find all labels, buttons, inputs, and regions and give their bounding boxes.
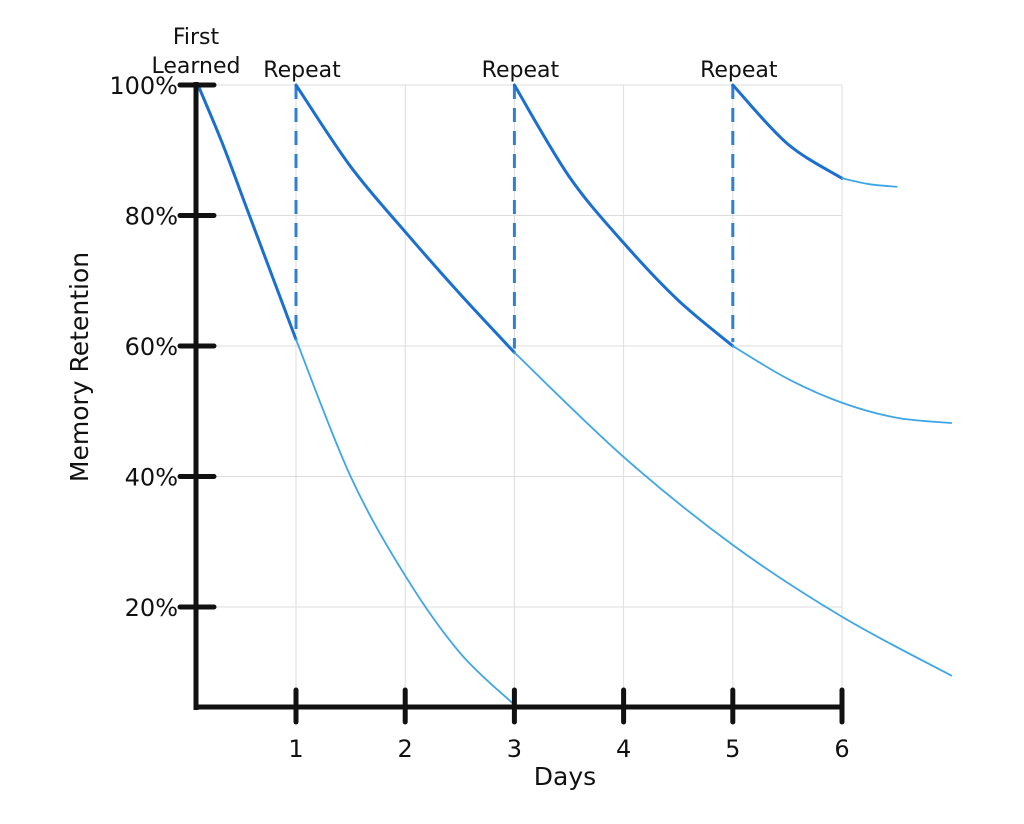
decay-curve: [295, 338, 516, 706]
x-tick-label: 4: [616, 735, 631, 763]
y-axis-label: Memory Retention: [65, 252, 94, 482]
x-tick-label: 2: [398, 735, 413, 763]
y-tick-label: 40%: [125, 464, 178, 492]
y-tick-label: 60%: [125, 333, 178, 361]
y-tick-label: 80%: [125, 203, 178, 231]
series-lines: [196, 83, 953, 706]
first-learned-label: Learned: [152, 54, 241, 79]
y-tick-label: 100%: [109, 72, 178, 100]
review-curve: [196, 83, 298, 341]
x-tick-label: 1: [288, 735, 303, 763]
decay-curve: [731, 345, 953, 424]
grid: [196, 84, 843, 707]
x-tick-label: 3: [507, 735, 522, 763]
repeat-label: Repeat: [700, 58, 778, 83]
tick-labels: 100% 80% 60% 40% 20% 1 2 3 4 5 6: [109, 72, 849, 763]
review-curve: [731, 83, 844, 180]
review-curve: [512, 83, 735, 348]
x-tick-label: 5: [725, 735, 740, 763]
repeat-label: Repeat: [263, 58, 341, 83]
repeat-label: Repeat: [482, 58, 560, 83]
repeat-markers: [294, 85, 735, 349]
decay-curve: [513, 351, 953, 677]
x-axis-label: Days: [534, 762, 596, 791]
annotations: First Learned Repeat Repeat Repeat: [152, 25, 778, 83]
x-tick-label: 6: [834, 735, 849, 763]
review-curve: [294, 83, 516, 355]
axes: [177, 82, 845, 725]
first-learned-label: First: [173, 25, 220, 50]
y-tick-label: 20%: [125, 594, 178, 622]
decay-curve: [841, 177, 898, 188]
